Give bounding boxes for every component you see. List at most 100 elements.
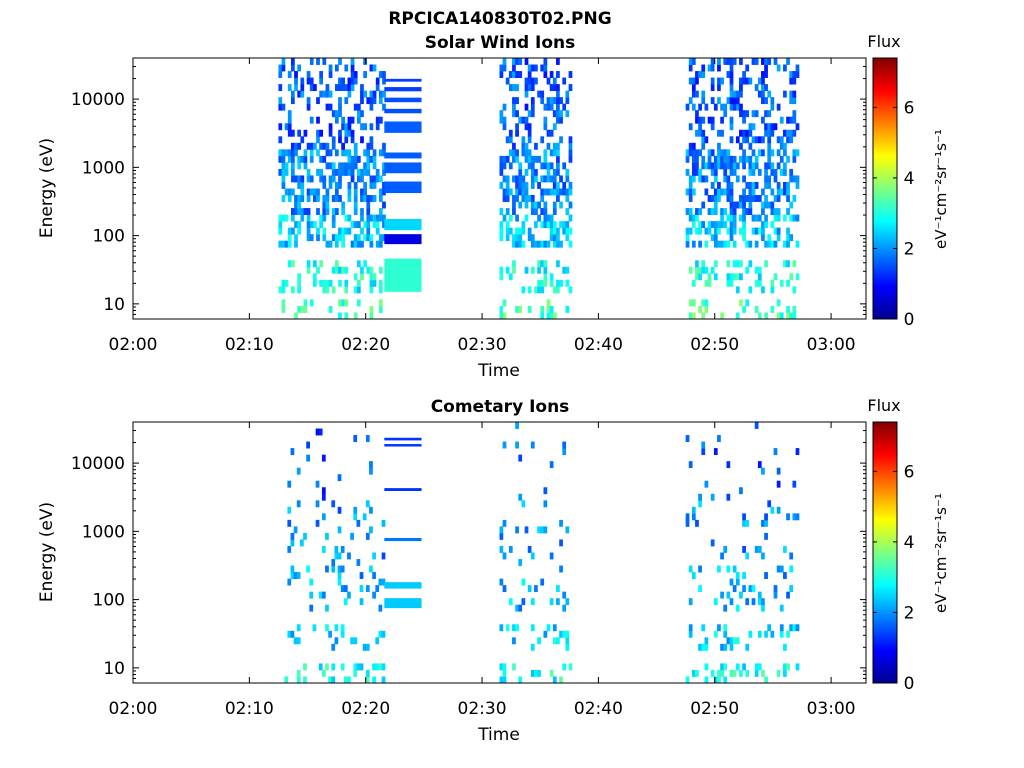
spectrogram-cell [300, 77, 305, 85]
spectrogram-cell [770, 506, 775, 514]
spectrogram-cell [300, 214, 305, 222]
spectrogram-cell [688, 461, 693, 469]
spectrogram-cell [770, 201, 775, 209]
spectrogram-cell [792, 195, 797, 202]
spectrogram-cell [316, 188, 320, 196]
spectrogram-cell [291, 90, 295, 98]
spectrogram-cell [543, 116, 548, 124]
spectrogram-cell [707, 149, 712, 157]
spectrogram-cell [568, 214, 573, 222]
spectrogram-cell [515, 175, 519, 183]
spectrogram-cell [322, 181, 327, 189]
spectrogram-cell [742, 545, 746, 553]
spectrogram-cell [382, 201, 386, 209]
spectrogram-cell [356, 663, 361, 671]
spectrogram-cell [770, 97, 775, 105]
spectrogram-cell [757, 273, 762, 281]
spectrogram-cell [365, 643, 370, 651]
spectrogram-cell [505, 136, 510, 144]
spectrogram-cell [375, 663, 380, 671]
spectrogram-cell [337, 474, 342, 482]
spectrogram-cell [294, 234, 298, 242]
spectrogram-cell [281, 58, 286, 65]
spectrogram-cell [518, 234, 523, 242]
spectrogram-cell [540, 188, 545, 196]
spectrogram-band [384, 258, 422, 292]
spectrogram-cell [764, 71, 768, 78]
spectrogram-cell [556, 195, 560, 202]
spectrogram-cell [306, 266, 311, 274]
spectrogram-cell [524, 142, 529, 150]
spectrogram-cell [372, 195, 377, 202]
spectrogram-cell [306, 441, 310, 449]
spectrogram-cell [521, 598, 526, 606]
spectrogram-cell [502, 175, 507, 183]
spectrogram-cell [372, 572, 376, 579]
spectrogram-cell [562, 221, 567, 229]
spectrogram-cell [502, 676, 507, 684]
spectrogram-cell [739, 110, 743, 118]
spectrogram-cell [552, 149, 557, 157]
spectrogram-cell [723, 221, 728, 229]
spectrogram-cell [315, 480, 320, 488]
spectrogram-cell [378, 71, 383, 78]
spectrogram-cell [739, 201, 743, 209]
spectrogram-cell [792, 214, 797, 222]
spectrogram-cell [688, 208, 693, 216]
spectrogram-cell [783, 663, 787, 671]
spectrogram-cell [540, 240, 545, 248]
spectrogram-cell [309, 299, 314, 307]
spectrogram-cell [312, 279, 317, 287]
spectrogram-cell [338, 195, 342, 202]
spectrogram-cell [764, 64, 768, 72]
spectrogram-band [384, 537, 422, 542]
spectrogram-cell [704, 227, 709, 235]
spectrogram-cell [789, 71, 794, 78]
spectrogram-cell [291, 227, 295, 235]
spectrogram-cell [713, 175, 718, 183]
spectrogram-cell [382, 188, 386, 196]
spectrogram-cell [726, 591, 731, 599]
spectrogram-cell [347, 181, 352, 189]
spectrogram-cell [331, 110, 336, 118]
spectrogram-cell [748, 77, 753, 85]
spectrogram-cell [786, 630, 790, 638]
spectrogram-cell [776, 669, 781, 677]
spectrogram-cell [701, 299, 706, 307]
spectrogram-cell [701, 201, 706, 209]
spectrogram-cell [726, 71, 731, 78]
spectrogram-cell [284, 149, 289, 157]
spectrogram-cell [556, 97, 560, 105]
spectrogram-cell [309, 58, 314, 65]
spectrogram-cell [369, 286, 374, 294]
spectrogram-cell [732, 565, 737, 573]
spectrogram-cell [353, 435, 358, 442]
spectrogram-cell [751, 149, 756, 157]
spectrogram-cell [783, 260, 787, 268]
spectrogram-cell [309, 77, 314, 85]
spectrogram-cell [530, 552, 535, 560]
spectrogram-cell [735, 103, 740, 111]
spectrogram-cell [338, 162, 342, 170]
spectrogram-cell [767, 162, 772, 170]
spectrogram-cell [378, 604, 383, 612]
spectrogram-cell [691, 299, 696, 307]
spectrogram-cell [748, 188, 753, 196]
spectrogram-cell [729, 201, 734, 209]
spectrogram-cell [341, 116, 346, 124]
spectrogram-cell [530, 110, 535, 118]
spectrogram-cell [527, 71, 532, 78]
spectrogram-cell [281, 286, 286, 294]
spectrogram-cell [691, 162, 696, 170]
spectrogram-cell [565, 598, 570, 606]
spectrogram-cell [344, 149, 349, 157]
spectrogram-cell [764, 168, 768, 176]
spectrogram-cell [378, 175, 383, 183]
spectrogram-cell [767, 500, 772, 508]
spectrogram-cell [499, 526, 504, 534]
spectrogram-cell [291, 142, 295, 150]
spectrogram-cell [322, 58, 327, 65]
spectrogram-cell [783, 142, 787, 150]
spectrogram-cell [764, 110, 768, 118]
spectrogram-cell [688, 195, 693, 202]
